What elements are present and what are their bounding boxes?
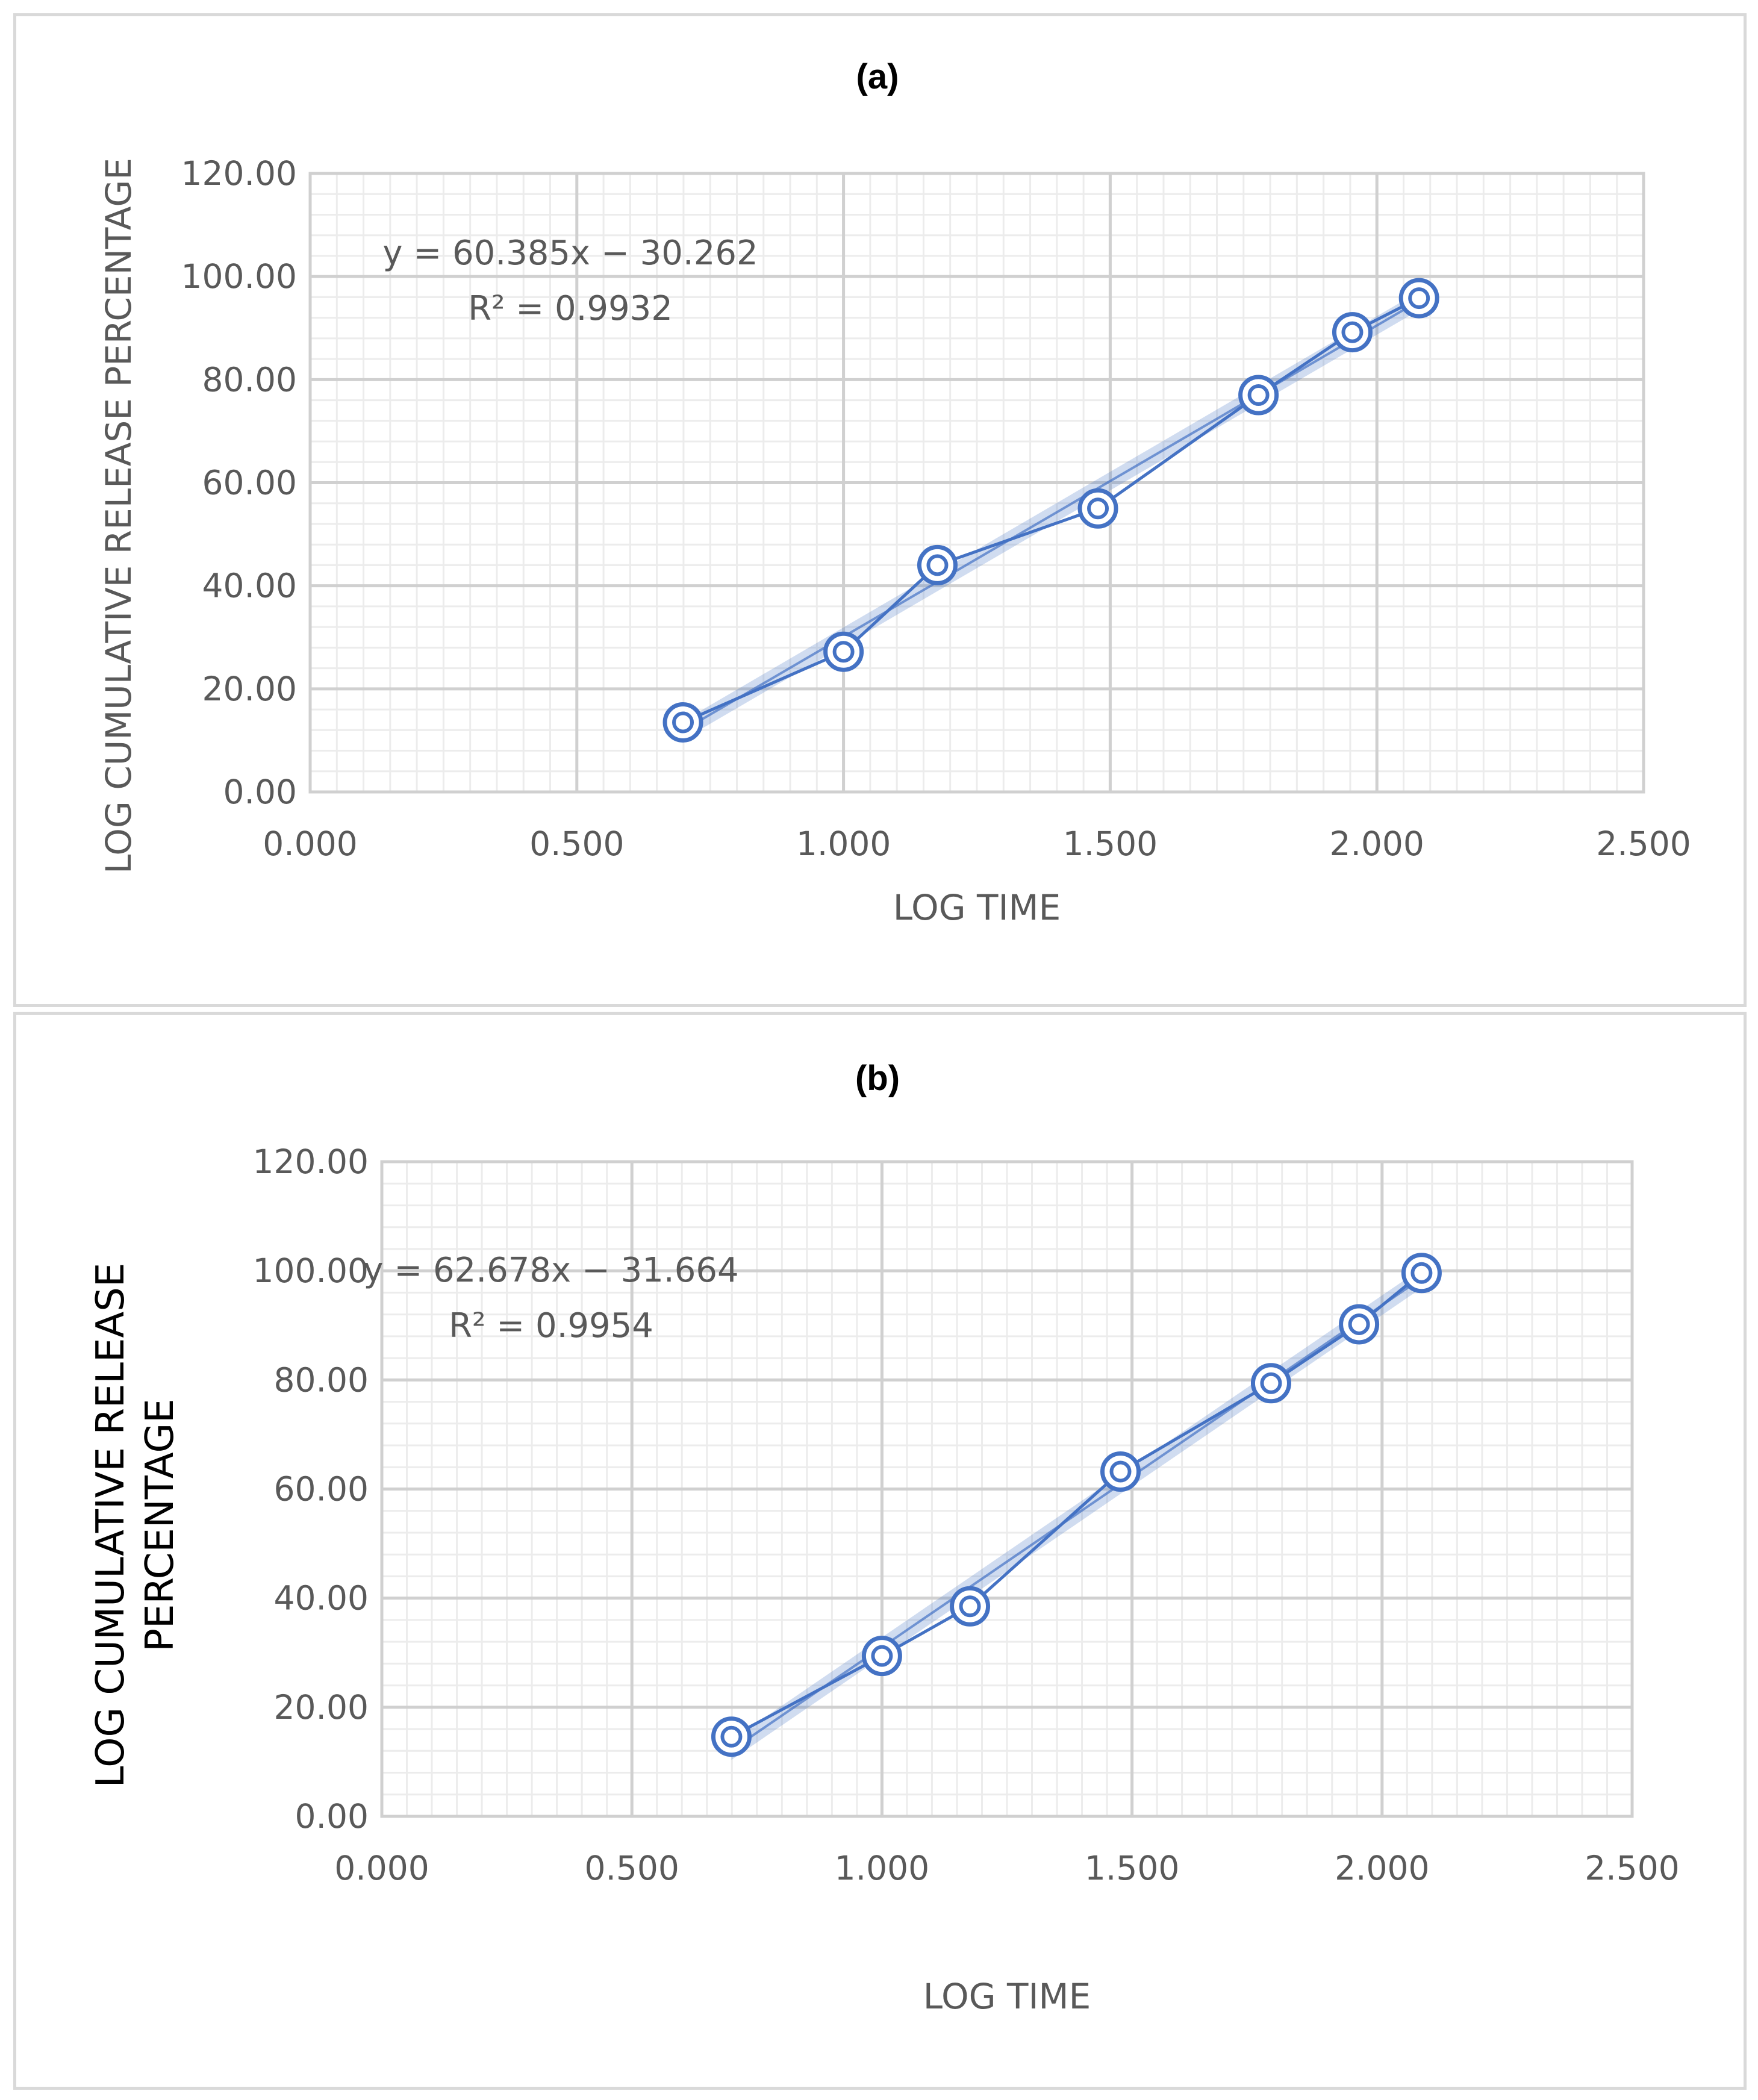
data-point-outer-ring [711, 1716, 752, 1757]
y-tick-label: 100.00 [181, 257, 297, 296]
data-point-inner-ring [1260, 1372, 1282, 1394]
y-tick-label: 0.00 [295, 1797, 369, 1836]
y-tick-label: 60.00 [274, 1470, 369, 1509]
data-point [711, 1716, 752, 1757]
data-point-inner-ring [1109, 1460, 1132, 1483]
data-point-inner-ring [926, 554, 949, 576]
data-point-outer-ring [1100, 1451, 1141, 1492]
chart-panel-a: (a) 0.00 20.00 40.00 60.00 80.00 100.00 120.00 0… [13, 13, 1747, 1007]
trendline-equation: y = 62.678x − 31.664 [363, 1251, 738, 1290]
data-point [1077, 488, 1118, 529]
chart-b-svg: (b) 0.00 20.00 40.00 60.00 80.00 100.00 120.00 0… [89, 1059, 1680, 2017]
data-point-inner-ring [1408, 287, 1430, 310]
data-point [1100, 1451, 1141, 1492]
y-tick-label: 0.00 [223, 773, 297, 811]
data-point-outer-ring [1339, 1304, 1380, 1345]
data-point [1238, 375, 1279, 416]
x-axis-label: LOG TIME [893, 887, 1061, 928]
chart-title: (a) [856, 57, 899, 96]
data-point [1339, 1304, 1380, 1345]
y-axis-label: PERCENTAGE [138, 1398, 182, 1651]
data-point-inner-ring [832, 641, 855, 663]
data-point-outer-ring [1077, 488, 1118, 529]
data-point [950, 1586, 991, 1627]
chart-panel-b: (b) 0.00 20.00 40.00 60.00 80.00 100.00 120.00 0… [13, 1012, 1747, 2090]
data-point-outer-ring [1238, 375, 1279, 416]
data-point-inner-ring [720, 1725, 743, 1748]
data-point [1401, 1253, 1442, 1294]
data-point-inner-ring [1087, 497, 1109, 520]
data-point-inner-ring [1247, 384, 1270, 407]
y-tick-label: 100.00 [253, 1251, 369, 1290]
data-point-outer-ring [1332, 312, 1373, 353]
data-point [917, 544, 958, 585]
data-point [1332, 312, 1373, 353]
r-squared-label: R² = 0.9954 [449, 1306, 653, 1345]
data-point-inner-ring [1348, 1313, 1370, 1335]
y-axis-label: LOG CUMULATIVE RELEASE [89, 1263, 133, 1788]
data-point-outer-ring [1398, 278, 1439, 319]
data-point [1250, 1363, 1291, 1404]
trendline [731, 1277, 1423, 1751]
x-tick-label: 2.500 [1585, 1849, 1679, 1887]
y-tick-label: 40.00 [202, 567, 297, 605]
x-axis-label: LOG TIME [923, 1976, 1091, 2017]
data-point-outer-ring [861, 1636, 902, 1677]
data-point-inner-ring [1410, 1262, 1433, 1284]
data-point-outer-ring [662, 702, 703, 743]
plot-area [380, 1160, 1634, 1818]
x-tick-label: 1.000 [796, 824, 891, 863]
x-tick-label: 0.500 [584, 1849, 679, 1887]
y-tick-label: 120.00 [181, 154, 297, 193]
data-point-outer-ring [950, 1586, 991, 1627]
x-tick-label: 2.000 [1329, 824, 1424, 863]
y-tick-label: 80.00 [202, 360, 297, 399]
r-squared-label: R² = 0.9932 [468, 289, 673, 328]
x-tick-label: 2.500 [1596, 824, 1691, 863]
trendline [682, 299, 1420, 732]
data-point [662, 702, 703, 743]
data-point-outer-ring [1401, 1253, 1442, 1294]
x-tick-label: 0.000 [263, 824, 357, 863]
y-tick-label: 40.00 [274, 1579, 369, 1618]
data-point-inner-ring [959, 1595, 981, 1618]
data-point-outer-ring [1250, 1363, 1291, 1404]
y-tick-label: 80.00 [274, 1360, 369, 1399]
y-tick-label: 120.00 [253, 1142, 369, 1181]
y-tick-label: 60.00 [202, 464, 297, 502]
data-point-outer-ring [823, 631, 864, 672]
x-tick-label: 1.500 [1063, 824, 1158, 863]
data-point-inner-ring [672, 711, 694, 734]
x-tick-label: 0.500 [529, 824, 624, 863]
plot-area [308, 172, 1645, 794]
data-point [861, 1636, 902, 1677]
data-point [823, 631, 864, 672]
data-point-inner-ring [1341, 321, 1364, 343]
grid [380, 1160, 1634, 1818]
y-tick-label: 20.00 [202, 670, 297, 708]
chart-a-svg: (a) 0.00 20.00 40.00 60.00 80.00 100.00 120.00 0… [98, 57, 1691, 928]
x-tick-label: 1.500 [1085, 1849, 1179, 1887]
chart-title: (b) [855, 1059, 900, 1098]
data-point-inner-ring [871, 1645, 893, 1667]
data-point-outer-ring [917, 544, 958, 585]
y-axis-label: LOG CUMULATIVE RELEASE PERCENTAGE [98, 158, 139, 874]
trendline-equation: y = 60.385x − 30.262 [382, 234, 758, 273]
x-tick-label: 2.000 [1335, 1849, 1429, 1887]
x-tick-label: 0.000 [334, 1849, 429, 1887]
x-tick-label: 1.000 [835, 1849, 929, 1887]
y-tick-label: 20.00 [274, 1688, 369, 1727]
data-point [1398, 278, 1439, 319]
